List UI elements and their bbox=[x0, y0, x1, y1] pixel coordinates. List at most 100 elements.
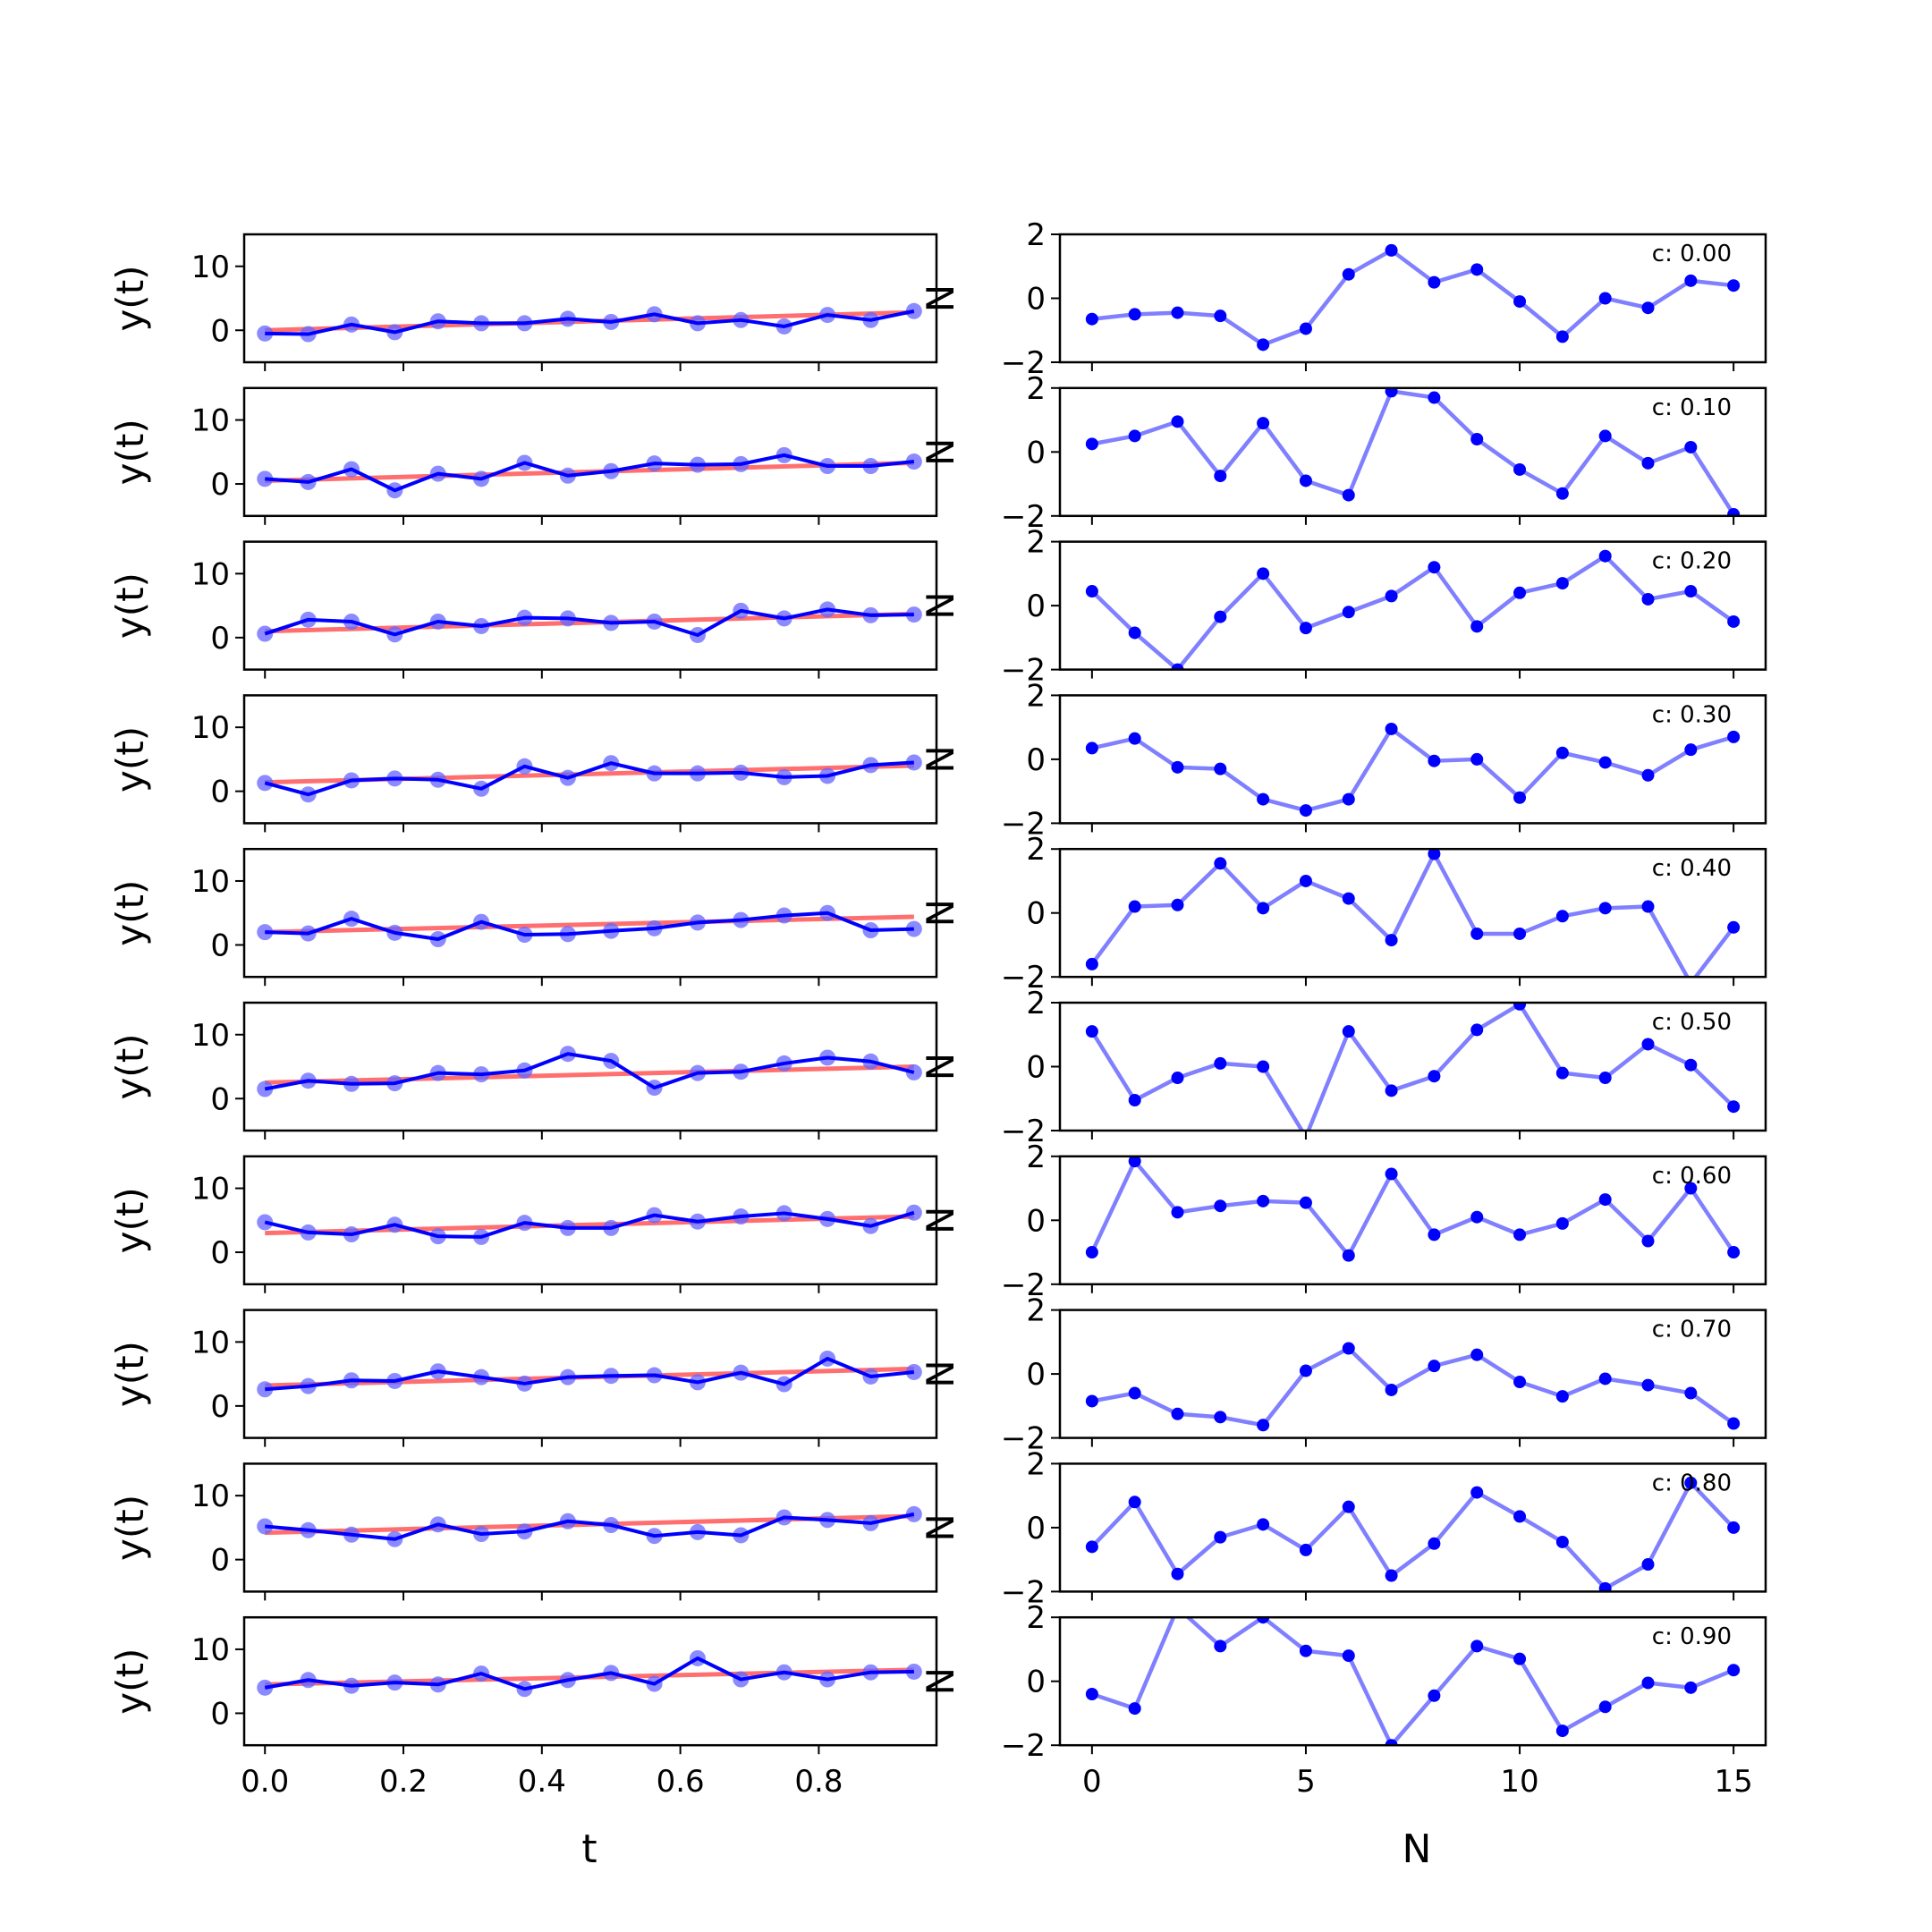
noise-point bbox=[1513, 927, 1527, 940]
x-tick-label: 0.4 bbox=[518, 1764, 566, 1800]
noise-point bbox=[1470, 620, 1484, 633]
noise-line bbox=[1089, 1158, 1736, 1258]
left-panel-5: 0 10 y(t) bbox=[108, 1001, 938, 1140]
y-tick-label: 0 bbox=[210, 775, 230, 810]
noise-point bbox=[1299, 1543, 1312, 1556]
noise-point bbox=[1085, 1246, 1098, 1259]
y-tick-label: 10 bbox=[191, 1479, 230, 1514]
noise-point bbox=[1428, 1360, 1441, 1373]
noise-point bbox=[1214, 1640, 1227, 1653]
noise-point bbox=[1385, 934, 1398, 947]
noise-point bbox=[1470, 1210, 1484, 1224]
left-panel-0: 0 10 y(t) bbox=[108, 233, 938, 371]
noise-point bbox=[1257, 1060, 1270, 1073]
y-tick-label: 2 bbox=[1026, 1293, 1046, 1329]
y-tick-label: 10 bbox=[191, 864, 230, 900]
panel-annotation: c: 0.30 bbox=[1652, 701, 1732, 728]
noise-point bbox=[1428, 1537, 1441, 1550]
noise-point bbox=[1257, 902, 1270, 915]
x-tick-label: 0.2 bbox=[379, 1764, 428, 1800]
noise-point bbox=[1128, 1094, 1141, 1107]
noise-line bbox=[1090, 554, 1735, 670]
panel-annotation: c: 0.90 bbox=[1652, 1623, 1732, 1650]
noise-series bbox=[1085, 387, 1741, 516]
noise-point bbox=[1727, 730, 1741, 743]
noise-line bbox=[1089, 1003, 1735, 1131]
noise-series bbox=[1085, 722, 1741, 818]
noise-point bbox=[1513, 1003, 1527, 1011]
left-axes-frame bbox=[242, 540, 938, 671]
left-axes-frame bbox=[242, 1001, 938, 1132]
y-axis-label: y(t) bbox=[108, 1648, 152, 1715]
noise-point bbox=[1171, 898, 1184, 911]
noise-point bbox=[1513, 462, 1527, 476]
noise-point bbox=[1085, 1540, 1098, 1554]
noise-point bbox=[1598, 1581, 1612, 1592]
noise-point bbox=[1684, 1476, 1698, 1489]
noise-point bbox=[1641, 1558, 1655, 1572]
noise-point bbox=[1299, 1644, 1312, 1657]
noise-point bbox=[1641, 301, 1655, 315]
panel-annotation: c: 0.40 bbox=[1652, 855, 1732, 882]
noise-point bbox=[1085, 957, 1098, 970]
y-axis-label: N bbox=[919, 1667, 962, 1695]
y-tick-label: 10 bbox=[191, 556, 230, 592]
noise-point bbox=[1727, 279, 1741, 292]
noise-point bbox=[1513, 586, 1527, 599]
right-panel-7: −2 0 2 Nc: 0.70 bbox=[919, 1293, 1767, 1457]
y-axis-label: N bbox=[919, 745, 962, 773]
observed-line bbox=[264, 1052, 915, 1091]
right-panel-0: −2 0 2 Nc: 0.00 bbox=[919, 217, 1767, 381]
noise-point bbox=[1555, 910, 1569, 923]
noise-series bbox=[1085, 1156, 1741, 1262]
noise-point bbox=[1385, 589, 1398, 603]
noise-point bbox=[1727, 1664, 1741, 1677]
noise-point bbox=[1428, 849, 1441, 860]
noise-point bbox=[1385, 1569, 1398, 1582]
y-tick-label: 0 bbox=[1026, 589, 1046, 624]
y-tick-label: 10 bbox=[191, 250, 230, 285]
y-tick-label: −2 bbox=[1001, 1728, 1046, 1764]
noise-point bbox=[1385, 1084, 1398, 1097]
y-tick-label: 0 bbox=[210, 1389, 230, 1425]
noise-point bbox=[1342, 488, 1355, 502]
noise-point bbox=[1128, 1156, 1141, 1168]
x-tick-label: 0.0 bbox=[241, 1764, 289, 1800]
noise-point bbox=[1257, 338, 1270, 352]
panel-annotation: c: 0.10 bbox=[1652, 394, 1732, 421]
observed-line bbox=[265, 453, 915, 493]
noise-point bbox=[1684, 1386, 1698, 1400]
noise-point bbox=[1598, 549, 1612, 563]
noise-point bbox=[1257, 792, 1270, 806]
noise-point bbox=[1171, 415, 1184, 428]
y-tick-label: −2 bbox=[1001, 960, 1046, 996]
noise-point bbox=[1171, 663, 1184, 670]
noise-point bbox=[1555, 1390, 1569, 1403]
y-tick-label: 10 bbox=[191, 403, 230, 439]
noise-point bbox=[1128, 429, 1141, 443]
noise-point bbox=[1555, 1216, 1569, 1230]
noise-point bbox=[1085, 741, 1098, 755]
y-tick-label: 0 bbox=[210, 1696, 230, 1732]
panel-annotation: c: 0.70 bbox=[1652, 1317, 1732, 1343]
noise-point bbox=[1555, 746, 1569, 759]
y-tick-label: 10 bbox=[191, 1632, 230, 1668]
y-tick-label: 2 bbox=[1026, 1446, 1046, 1482]
right-panel-8: −2 0 2 Nc: 0.80 bbox=[919, 1446, 1767, 1610]
observed-line bbox=[264, 760, 914, 797]
y-tick-label: 10 bbox=[191, 1172, 230, 1208]
noise-series bbox=[1085, 549, 1741, 670]
noise-point bbox=[1085, 1025, 1098, 1038]
noise-series bbox=[1085, 1342, 1741, 1432]
y-tick-label: 10 bbox=[191, 710, 230, 746]
left-axes-frame bbox=[242, 1155, 938, 1286]
noise-point bbox=[1727, 1521, 1741, 1534]
noise-point bbox=[1470, 1023, 1484, 1037]
y-tick-label: 0 bbox=[210, 1543, 230, 1579]
noise-point bbox=[1684, 1182, 1698, 1195]
noise-point bbox=[1171, 1407, 1184, 1420]
panel-annotation: c: 0.00 bbox=[1652, 241, 1732, 267]
x-axis-label-t: t bbox=[581, 1826, 597, 1872]
noise-point bbox=[1428, 1689, 1441, 1702]
noise-line bbox=[1091, 726, 1734, 813]
